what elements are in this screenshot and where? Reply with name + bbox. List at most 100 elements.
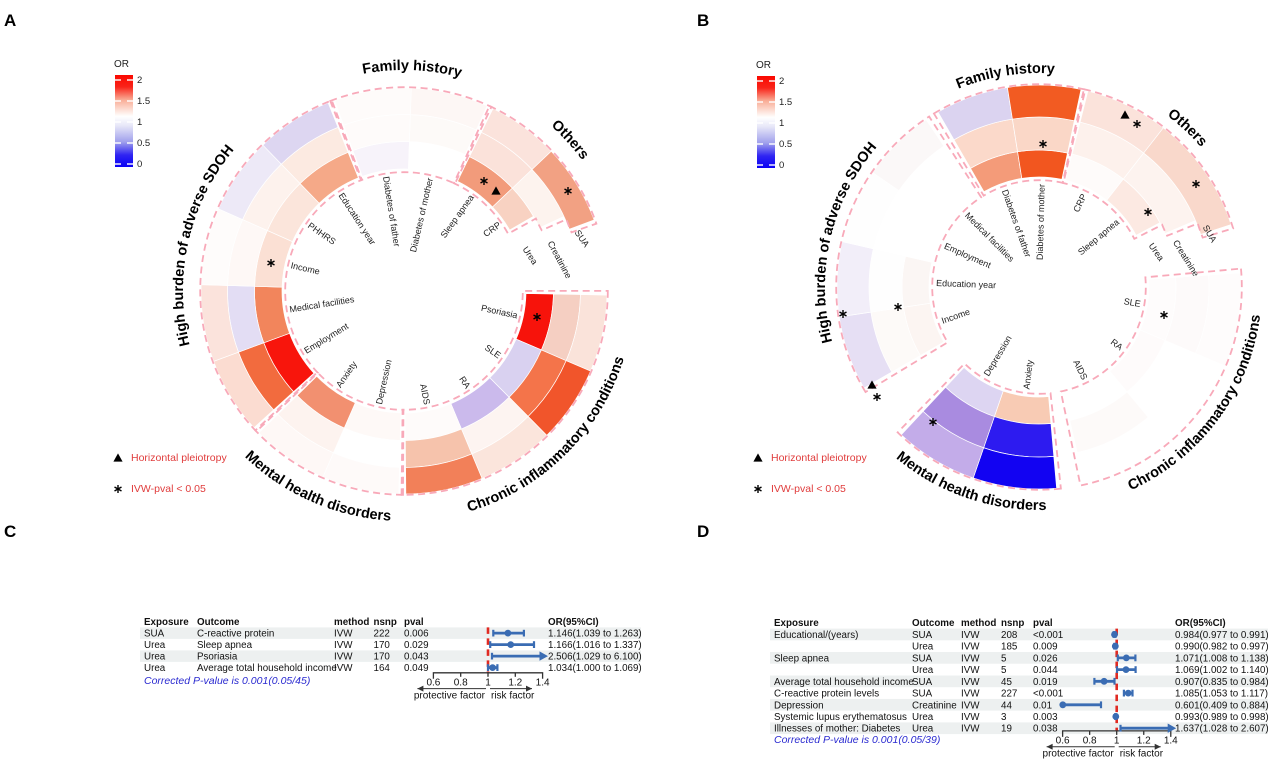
svg-text:1.069(1.002 to 1.140): 1.069(1.002 to 1.140) (1175, 665, 1269, 676)
svg-text:Sleep apnea: Sleep apnea (774, 653, 830, 664)
svg-text:0.993(0.989 to 0.998): 0.993(0.989 to 0.998) (1175, 712, 1269, 723)
svg-text:SUA: SUA (912, 630, 933, 641)
svg-text:Anxiety: Anxiety (1021, 359, 1035, 390)
svg-text:0: 0 (779, 160, 784, 171)
svg-text:45: 45 (1001, 677, 1012, 688)
svg-text:19: 19 (1001, 724, 1012, 735)
svg-text:2.506(1.029 to 6.100): 2.506(1.029 to 6.100) (548, 652, 642, 663)
svg-text:Education year: Education year (936, 278, 996, 290)
svg-text:nsnp: nsnp (1001, 618, 1024, 629)
svg-text:D: D (697, 522, 709, 541)
svg-text:method: method (961, 618, 996, 629)
svg-text:0.003: 0.003 (1033, 712, 1058, 723)
svg-text:0.01: 0.01 (1033, 700, 1052, 711)
svg-text:Horizontal pleiotropy: Horizontal pleiotropy (131, 452, 227, 464)
svg-text:IVW: IVW (961, 665, 980, 676)
svg-text:Systemic lupus erythematosus: Systemic lupus erythematosus (774, 712, 907, 723)
svg-text:0.026: 0.026 (1033, 653, 1058, 664)
svg-text:0.029: 0.029 (404, 640, 429, 651)
svg-text:IVW: IVW (961, 630, 980, 641)
svg-text:0.049: 0.049 (404, 663, 429, 674)
svg-text:0: 0 (137, 159, 142, 170)
svg-text:1.637(1.028 to 2.607): 1.637(1.028 to 2.607) (1175, 724, 1269, 735)
svg-text:5: 5 (1001, 665, 1007, 676)
svg-text:protective factor: protective factor (414, 690, 486, 701)
svg-text:5: 5 (1001, 653, 1007, 664)
svg-text:0.5: 0.5 (779, 139, 792, 150)
svg-text:0.044: 0.044 (1033, 665, 1058, 676)
svg-text:44: 44 (1001, 700, 1012, 711)
svg-text:risk factor: risk factor (1120, 749, 1164, 760)
svg-text:pval: pval (404, 617, 424, 628)
svg-text:IVW-pval < 0.05: IVW-pval < 0.05 (131, 483, 206, 495)
svg-text:1: 1 (779, 118, 784, 129)
svg-text:2: 2 (779, 76, 784, 87)
svg-text:1.2: 1.2 (1137, 735, 1151, 746)
svg-text:1: 1 (485, 677, 491, 688)
svg-text:Exposure: Exposure (774, 618, 819, 629)
svg-text:Depression: Depression (774, 700, 824, 711)
svg-text:Urea: Urea (144, 652, 166, 663)
svg-text:1.5: 1.5 (137, 96, 150, 107)
svg-text:Urea: Urea (912, 642, 934, 653)
svg-text:1.166(1.016 to 1.337): 1.166(1.016 to 1.337) (548, 640, 642, 651)
svg-text:0.006: 0.006 (404, 629, 429, 640)
svg-text:0.043: 0.043 (404, 652, 429, 663)
svg-text:Average total household income: Average total household income (197, 663, 337, 674)
svg-text:0.8: 0.8 (1083, 735, 1097, 746)
svg-text:pval: pval (1033, 618, 1053, 629)
svg-text:OR: OR (114, 59, 129, 70)
svg-text:Sleep apnea: Sleep apnea (197, 640, 253, 651)
svg-text:IVW: IVW (961, 724, 980, 735)
svg-text:IVW: IVW (334, 629, 353, 640)
svg-text:OR: OR (756, 60, 771, 71)
svg-text:SUA: SUA (912, 653, 933, 664)
svg-text:1.4: 1.4 (1164, 735, 1178, 746)
svg-text:0.601(0.409 to 0.884): 0.601(0.409 to 0.884) (1175, 700, 1269, 711)
svg-text:Average total household income: Average total household income (774, 677, 914, 688)
svg-text:Corrected P-value is 0.001(0.0: Corrected P-value is 0.001(0.05/39) (774, 734, 940, 746)
svg-text:1: 1 (1114, 735, 1120, 746)
svg-text:0.009: 0.009 (1033, 642, 1058, 653)
svg-text:Corrected P-value is 0.001(0.0: Corrected P-value is 0.001(0.05/45) (144, 675, 310, 687)
svg-text:IVW: IVW (334, 640, 353, 651)
svg-text:1.085(1.053 to 1.117): 1.085(1.053 to 1.117) (1175, 689, 1268, 700)
svg-text:IVW: IVW (961, 642, 980, 653)
svg-text:Horizontal pleiotropy: Horizontal pleiotropy (771, 452, 867, 464)
svg-text:0.907(0.835 to 0.984): 0.907(0.835 to 0.984) (1175, 677, 1269, 688)
svg-text:IVW: IVW (961, 653, 980, 664)
svg-text:SUA: SUA (912, 677, 933, 688)
svg-text:1.071(1.008 to 1.138): 1.071(1.008 to 1.138) (1175, 653, 1269, 664)
svg-text:222: 222 (374, 629, 390, 640)
svg-text:1.4: 1.4 (536, 677, 550, 688)
svg-text:1.2: 1.2 (508, 677, 522, 688)
svg-text:IVW: IVW (334, 652, 353, 663)
svg-text:3: 3 (1001, 712, 1007, 723)
svg-text:Outcome: Outcome (912, 618, 955, 629)
svg-text:A: A (4, 11, 16, 30)
svg-text:OR(95%CI): OR(95%CI) (1175, 618, 1226, 629)
svg-text:C: C (4, 522, 16, 541)
svg-text:AIDS: AIDS (418, 383, 432, 406)
svg-text:Creatinine: Creatinine (912, 700, 957, 711)
svg-text:Urea: Urea (144, 663, 166, 674)
svg-text:C-reactive protein: C-reactive protein (197, 629, 274, 640)
svg-text:protective factor: protective factor (1043, 749, 1115, 760)
svg-text:0.984(0.977 to 0.991): 0.984(0.977 to 0.991) (1175, 630, 1269, 641)
svg-text:1.5: 1.5 (779, 97, 792, 108)
svg-text:Urea: Urea (144, 640, 166, 651)
svg-text:risk factor: risk factor (491, 690, 535, 701)
svg-text:IVW: IVW (961, 712, 980, 723)
svg-text:170: 170 (374, 640, 391, 651)
svg-text:227: 227 (1001, 689, 1017, 700)
svg-text:1: 1 (137, 117, 142, 128)
svg-text:Outcome: Outcome (197, 617, 240, 628)
svg-text:OR(95%CI): OR(95%CI) (548, 617, 599, 628)
svg-text:1.034(1.000 to 1.069): 1.034(1.000 to 1.069) (548, 663, 642, 674)
svg-text:SUA: SUA (144, 629, 165, 640)
svg-text:C-reactive protein levels: C-reactive protein levels (774, 689, 879, 700)
svg-text:Urea: Urea (912, 712, 934, 723)
svg-text:164: 164 (374, 663, 391, 674)
svg-text:IVW: IVW (961, 677, 980, 688)
svg-text:Educational/(years): Educational/(years) (774, 630, 858, 641)
